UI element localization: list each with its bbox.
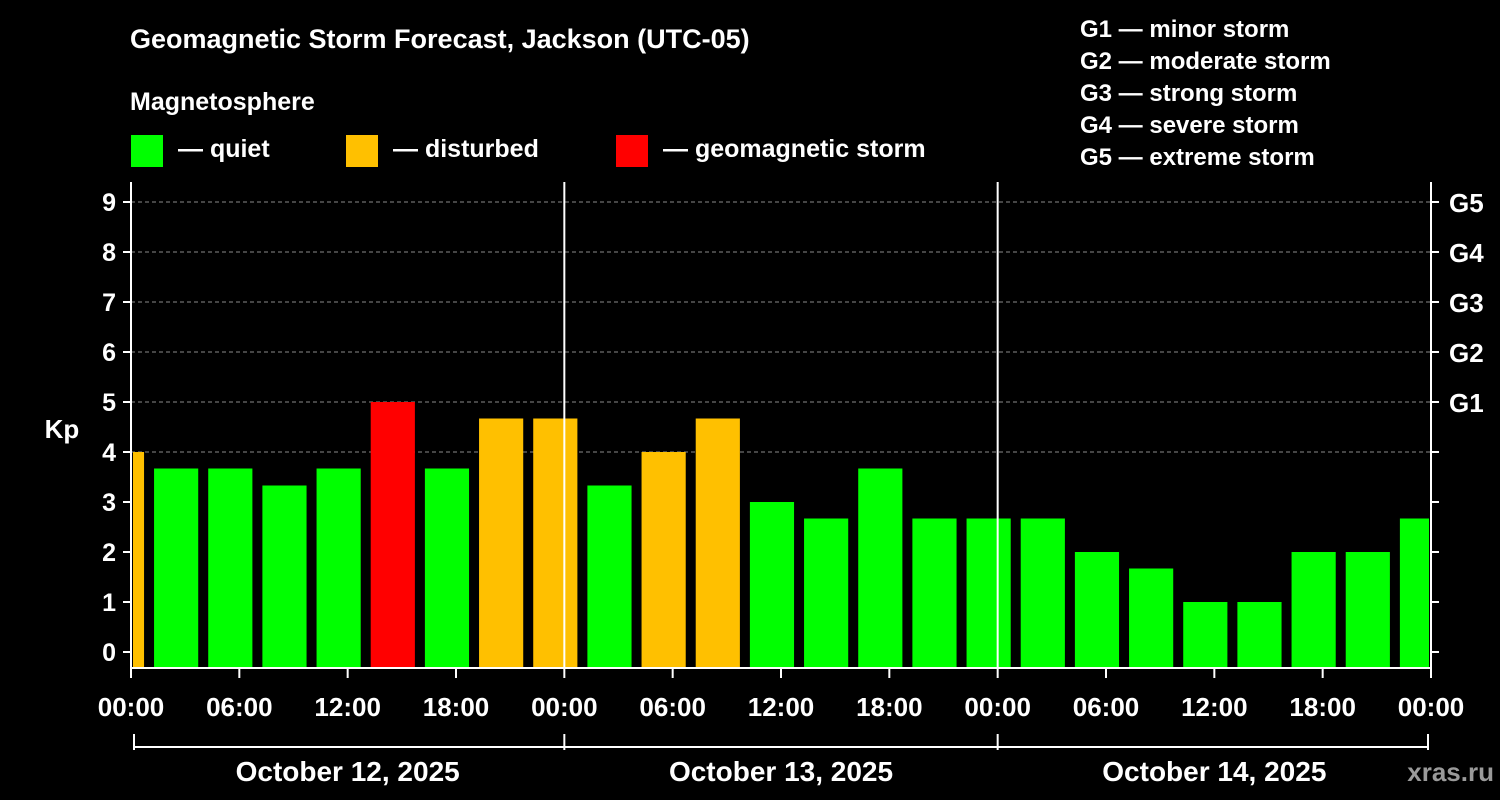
legend-label-storm: — geomagnetic storm [663,135,926,163]
date-labels: October 12, 2025 October 13, 2025 October … [236,756,1327,787]
day-dividers [563,182,999,668]
chart-subtitle: Magnetosphere [130,88,315,116]
kp-bar [1074,552,1120,668]
y-tick-label: 5 [102,389,116,417]
storm-level-label: G4 [1449,238,1484,268]
storm-scale-list: G1 — minor storm G2 — moderate storm G3 — … [1080,16,1331,171]
kp-bar [858,468,903,668]
date-label: October 13, 2025 [669,756,893,787]
storm-scale-item: G5 — extreme storm [1080,144,1315,171]
kp-bar [1183,602,1228,668]
x-tick-label: 00:00 [531,692,598,722]
kp-bar [804,518,849,668]
kp-bar [912,518,957,668]
kp-bar [695,418,740,668]
storm-level-label: G2 [1449,338,1484,368]
y-tick-label: 7 [102,289,116,317]
x-tick-label: 06:00 [206,692,273,722]
chart-title: Geomagnetic Storm Forecast, Jackson (UTC… [130,24,750,54]
storm-scale-item: G2 — moderate storm [1080,48,1331,75]
kp-bar [533,418,578,668]
storm-scale-item: G1 — minor storm [1080,16,1289,43]
storm-scale-item: G4 — severe storm [1080,112,1299,139]
kp-bar [262,485,307,668]
legend: — quiet — disturbed — geomagnetic storm [131,135,926,167]
grid-lines [131,201,1431,453]
storm-scale-item: G3 — strong storm [1080,80,1297,107]
bars [133,402,1429,668]
legend-label-disturbed: — disturbed [393,135,539,163]
y-axis-ticks: 0 1 2 3 4 5 6 7 8 9 [102,189,131,667]
x-tick-label: 12:00 [1181,692,1248,722]
kp-bar [208,468,253,668]
kp-bar [370,402,415,668]
kp-bar [316,468,361,668]
x-tick-label: 18:00 [856,692,923,722]
x-tick-label: 06:00 [639,692,706,722]
kp-bar [133,452,145,668]
x-tick-label: 18:00 [1289,692,1356,722]
kp-bar [1291,552,1336,668]
kp-bar [966,518,1011,668]
kp-bar [587,485,632,668]
y-axis-label: Kp [45,414,80,444]
x-tick-label: 00:00 [98,692,165,722]
date-label: October 14, 2025 [1102,756,1326,787]
x-tick-label: 00:00 [964,692,1031,722]
x-tick-label: 18:00 [423,692,490,722]
kp-bar [1020,518,1065,668]
x-axis-ticks: 00:00 06:00 12:00 18:00 00:00 06:00 12:00 18:00… [98,668,1465,722]
kp-bar [424,468,470,668]
y-tick-label: 1 [102,589,116,617]
kp-bar [641,452,686,668]
y-tick-label: 3 [102,489,116,517]
storm-level-label: G1 [1449,388,1484,418]
date-bracket [133,734,1429,750]
watermark: xras.ru [1407,757,1494,787]
kp-bar [1345,552,1390,668]
storm-level-axis-ticks: G1 G2 G3 G4 G5 [1431,188,1484,653]
legend-swatch-disturbed [346,135,378,167]
legend-label-quiet: — quiet [178,135,270,163]
y-tick-label: 0 [102,639,116,667]
kp-bar [479,418,524,668]
storm-level-label: G5 [1449,188,1484,218]
y-tick-label: 4 [102,439,116,467]
storm-level-label: G3 [1449,288,1484,318]
kp-bar [154,468,199,668]
x-tick-label: 12:00 [748,692,815,722]
kp-bar [749,502,795,668]
y-tick-label: 9 [102,189,116,217]
x-tick-label: 06:00 [1073,692,1140,722]
y-tick-label: 8 [102,239,116,267]
y-tick-label: 6 [102,339,116,367]
date-label: October 12, 2025 [236,756,460,787]
x-tick-label: 00:00 [1398,692,1465,722]
kp-bar [1129,568,1174,668]
kp-bar [1237,602,1282,668]
legend-swatch-storm [616,135,648,167]
x-tick-label: 12:00 [314,692,381,722]
legend-swatch-quiet [131,135,163,167]
y-tick-label: 2 [102,539,116,567]
kp-bar [1399,518,1429,668]
